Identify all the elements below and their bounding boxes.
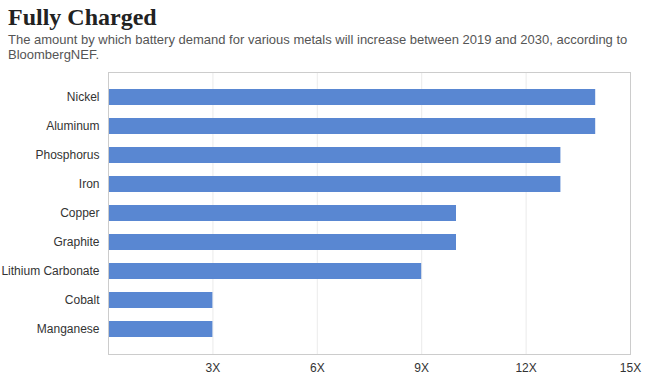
svg-text:Aluminum: Aluminum: [46, 119, 99, 133]
svg-text:3X: 3X: [206, 361, 221, 375]
svg-text:15X: 15X: [620, 361, 641, 375]
svg-text:Phosphorus: Phosphorus: [35, 148, 99, 162]
svg-text:12X: 12X: [515, 361, 536, 375]
svg-text:Nickel: Nickel: [67, 90, 100, 104]
svg-text:Iron: Iron: [79, 177, 100, 191]
svg-text:Manganese: Manganese: [37, 322, 100, 336]
html-text:The amount by which battery de: The amount by which battery demand for v…: [8, 32, 628, 62]
svg-text:9X: 9X: [414, 361, 429, 375]
html-text:Fully Charged: Fully Charged: [8, 4, 157, 30]
svg-text:Copper: Copper: [60, 206, 99, 220]
svg-text:Lithium Carbonate: Lithium Carbonate: [1, 264, 99, 278]
svg-text:Graphite: Graphite: [53, 235, 99, 249]
svg-text:Cobalt: Cobalt: [65, 293, 100, 307]
svg-text:6X: 6X: [310, 361, 325, 375]
